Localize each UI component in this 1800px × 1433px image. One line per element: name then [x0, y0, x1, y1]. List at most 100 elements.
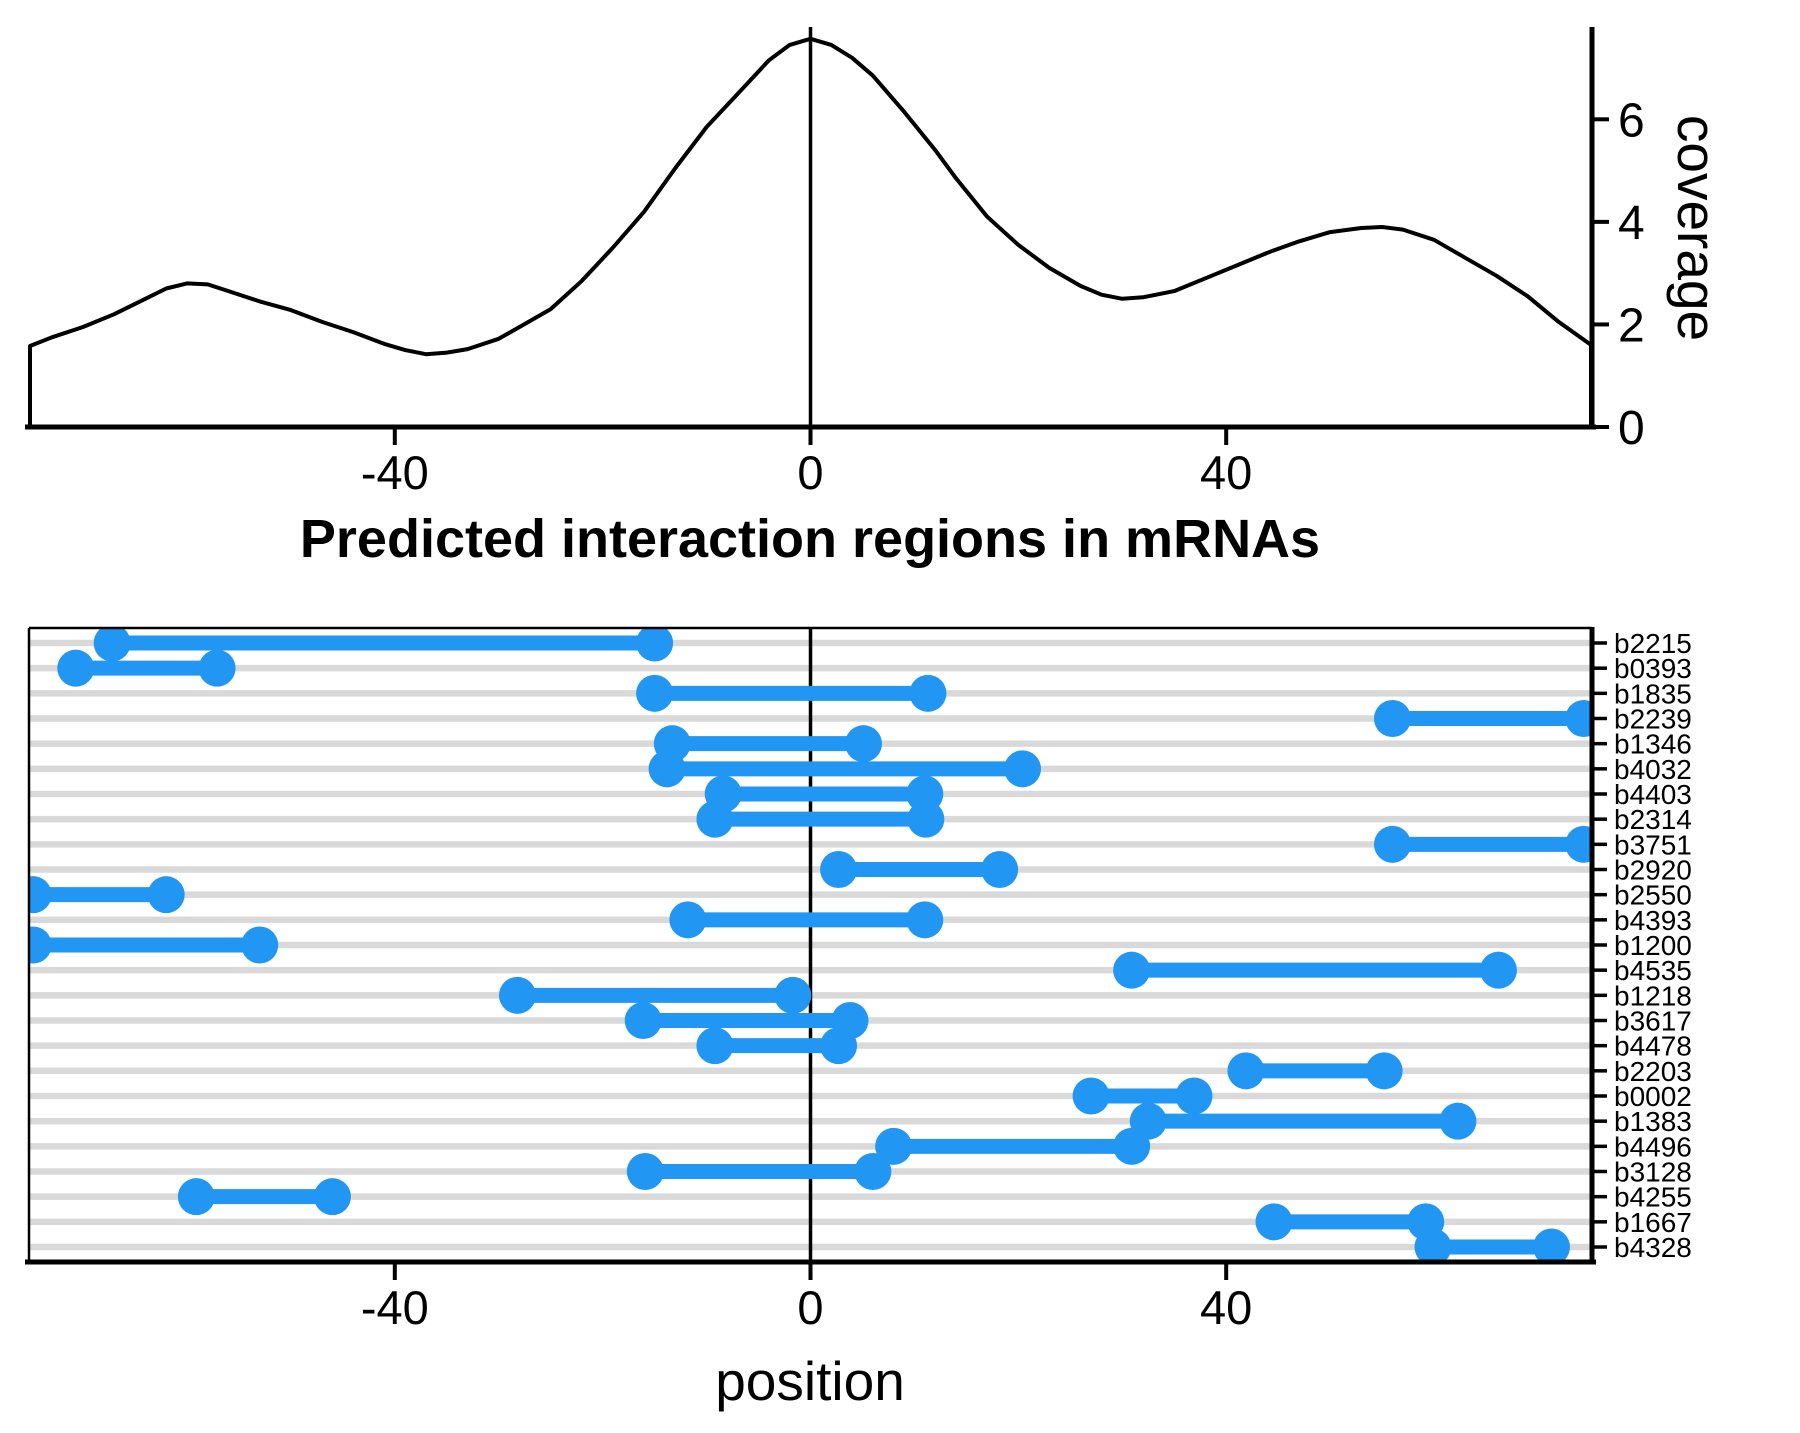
row-label-b3751: b3751: [1614, 829, 1692, 860]
segment-b2239: [1373, 700, 1592, 737]
segments-layer: [29, 628, 1592, 1262]
segment-end-dot: [636, 628, 674, 662]
segment-end-dot: [854, 1153, 892, 1190]
coverage-y-tick-label: 0: [1618, 402, 1645, 455]
segment-b4535: [1113, 951, 1517, 989]
segment-start-dot: [1255, 1203, 1293, 1241]
row-label-b2239: b2239: [1614, 704, 1692, 735]
row-label-b1218: b1218: [1614, 980, 1692, 1011]
segment-b2314: [696, 800, 945, 838]
segment-end-dot: [845, 725, 883, 763]
segment-b3128: [626, 1153, 892, 1190]
row-label-b4032: b4032: [1614, 754, 1692, 785]
segment-end-dot: [1532, 1228, 1570, 1262]
segment-end-dot: [909, 674, 947, 712]
row-label-b3617: b3617: [1614, 1006, 1692, 1037]
row-label-b2215: b2215: [1614, 628, 1692, 659]
segment-start-dot: [29, 876, 52, 914]
segment-end-dot: [147, 876, 185, 914]
regions-panel: -40 0 40 b2215b0393b1835b2239b1346b4032b440…: [25, 626, 1692, 1334]
segment-end-dot: [198, 649, 236, 687]
segment-end-dot: [1113, 1127, 1151, 1165]
segment-start-dot: [93, 628, 131, 662]
segment-b3751: [1373, 825, 1592, 863]
top-x-tick-label: -40: [361, 446, 429, 499]
row-label-b4255: b4255: [1614, 1182, 1692, 1213]
segment-b0393: [57, 649, 236, 687]
row-label-b4328: b4328: [1614, 1232, 1692, 1263]
row-label-b1383: b1383: [1614, 1106, 1692, 1137]
row-label-b3128: b3128: [1614, 1157, 1692, 1188]
segment-start-dot: [820, 851, 858, 888]
segment-end-dot: [1439, 1102, 1477, 1140]
segment-start-dot: [1113, 951, 1151, 989]
coverage-y-tick-label: 2: [1618, 299, 1645, 352]
segment-end-dot: [313, 1178, 351, 1216]
segment-b4393: [669, 901, 944, 939]
top-x-tick-label: 40: [1200, 446, 1252, 499]
segment-b2920: [820, 851, 1019, 888]
segment-start-dot: [1414, 1228, 1452, 1262]
regions-x-tick-label: 40: [1200, 1281, 1252, 1334]
segment-end-dot: [241, 926, 279, 964]
segment-end-dot: [1365, 1052, 1403, 1090]
row-label-b4478: b4478: [1614, 1031, 1692, 1062]
segment-b2203: [1227, 1052, 1403, 1090]
row-label-b2550: b2550: [1614, 880, 1692, 911]
coverage-y-tick-label: 4: [1618, 197, 1645, 250]
segment-start-dot: [1373, 700, 1411, 737]
segment-b4328: [1414, 1228, 1570, 1262]
regions-x-tick-label: 0: [797, 1281, 823, 1334]
row-label-b1200: b1200: [1614, 930, 1692, 961]
segment-end-dot: [1565, 825, 1592, 863]
segment-start-dot: [1227, 1052, 1265, 1090]
segment-b4032: [648, 750, 1042, 788]
segment-b2215: [93, 628, 674, 662]
segment-end-dot: [1004, 750, 1042, 788]
regions-x-tick-label: -40: [361, 1281, 429, 1334]
segment-start-dot: [636, 674, 674, 712]
segment-b0002: [1072, 1077, 1213, 1115]
segment-end-dot: [774, 976, 812, 1014]
density-curve: [28, 36, 1593, 427]
segment-end-dot: [1479, 951, 1517, 989]
segment-b1346: [653, 725, 883, 763]
row-label-b1667: b1667: [1614, 1207, 1692, 1238]
row-label-b4393: b4393: [1614, 905, 1692, 936]
segment-start-dot: [1072, 1077, 1110, 1115]
top-x-tick-label: 0: [797, 446, 823, 499]
segment-start-dot: [875, 1127, 913, 1165]
segment-start-dot: [57, 649, 95, 687]
segment-b1667: [1255, 1203, 1445, 1241]
coverage-panel: -40 0 40 0 2 4 6: [25, 27, 1645, 499]
segment-start-dot: [626, 1153, 664, 1190]
segment-end-dot: [981, 851, 1019, 888]
row-label-b1346: b1346: [1614, 729, 1692, 760]
row-label-b1835: b1835: [1614, 678, 1692, 709]
segment-b4403: [704, 775, 944, 813]
segment-end-dot: [1565, 700, 1592, 737]
segment-end-dot: [906, 901, 944, 939]
regions-panel-title: Predicted interaction regions in mRNAs: [300, 509, 1320, 569]
segment-b1835: [636, 674, 947, 712]
row-label-b2203: b2203: [1614, 1056, 1692, 1087]
segment-end-dot: [1175, 1077, 1213, 1115]
coverage-y-tick-label: 6: [1618, 94, 1645, 147]
segment-b1218: [498, 976, 812, 1014]
row-label-b4535: b4535: [1614, 955, 1692, 986]
segment-end-dot: [907, 800, 945, 838]
segment-start-dot: [29, 926, 52, 964]
row-label-b2920: b2920: [1614, 855, 1692, 886]
segment-start-dot: [624, 1002, 662, 1039]
segment-b2550: [29, 876, 185, 914]
position-axis-label: position: [715, 1350, 905, 1412]
segment-start-dot: [696, 1027, 734, 1065]
segment-start-dot: [648, 750, 686, 788]
segment-b4478: [696, 1027, 858, 1065]
segment-start-dot: [696, 800, 734, 838]
row-label-b4496: b4496: [1614, 1131, 1692, 1162]
segment-start-dot: [177, 1178, 215, 1216]
segment-b4496: [875, 1127, 1151, 1165]
row-label-b0002: b0002: [1614, 1081, 1692, 1112]
segment-start-dot: [1373, 825, 1411, 863]
